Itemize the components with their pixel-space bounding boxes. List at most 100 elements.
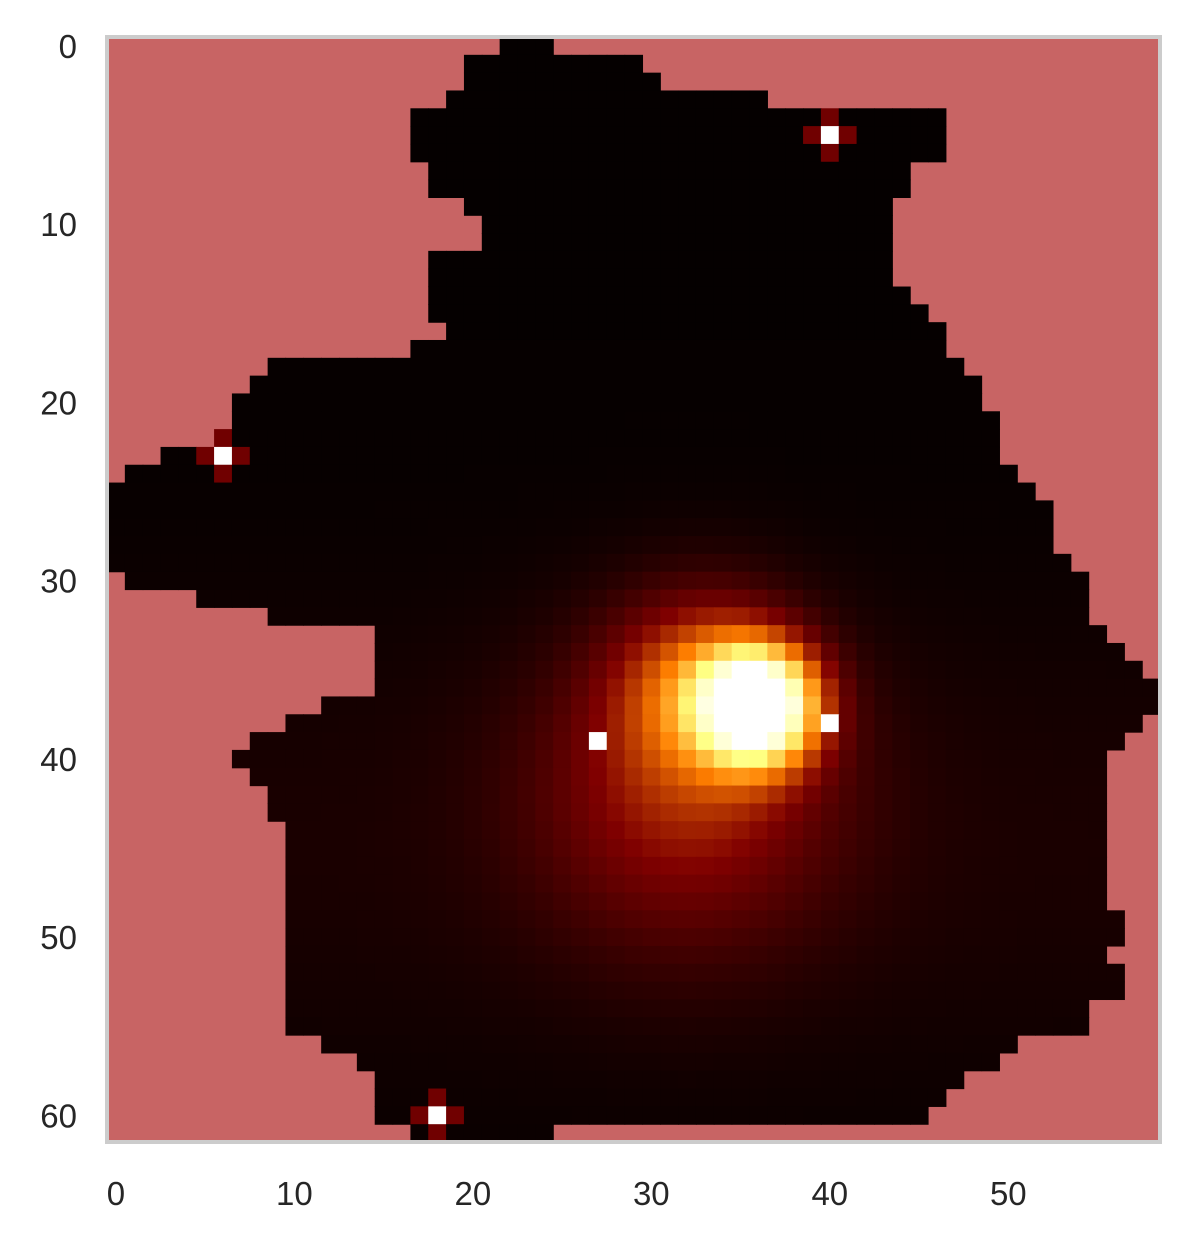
heatmap-cell bbox=[731, 607, 751, 626]
heatmap-cell bbox=[678, 161, 697, 181]
heatmap-cell bbox=[803, 286, 822, 305]
heatmap-cell bbox=[571, 874, 590, 894]
heatmap-cell bbox=[660, 393, 679, 412]
heatmap-cell bbox=[981, 536, 1000, 555]
heatmap-cell bbox=[285, 357, 304, 377]
heatmap-cell bbox=[1070, 963, 1090, 983]
heatmap-cell bbox=[695, 268, 715, 288]
heatmap-cell bbox=[713, 821, 733, 840]
heatmap-cell bbox=[481, 839, 501, 858]
heatmap-cell bbox=[285, 981, 304, 1001]
heatmap-cell bbox=[535, 393, 554, 412]
heatmap-cell bbox=[463, 268, 483, 288]
heatmap-cell bbox=[606, 411, 626, 430]
heatmap-cell bbox=[392, 1052, 412, 1072]
heatmap-cell bbox=[678, 268, 697, 288]
heatmap-cell bbox=[606, 678, 626, 698]
heatmap-cell bbox=[517, 1052, 536, 1072]
heatmap-cell bbox=[374, 803, 394, 822]
heatmap-cell bbox=[820, 482, 840, 501]
heatmap-cell bbox=[499, 250, 519, 270]
heatmap-cell bbox=[963, 999, 983, 1018]
heatmap-cell bbox=[945, 785, 965, 804]
heatmap-cell bbox=[446, 446, 465, 466]
heatmap-cell bbox=[678, 553, 697, 573]
heatmap-cell bbox=[838, 304, 858, 323]
heatmap-cell bbox=[785, 250, 804, 270]
heatmap-cell bbox=[535, 500, 554, 519]
heatmap-cell bbox=[1017, 945, 1036, 965]
heatmap-cell bbox=[874, 375, 893, 395]
heatmap-cell bbox=[749, 143, 768, 163]
heatmap-cell bbox=[571, 1035, 590, 1054]
heatmap-cell bbox=[695, 339, 715, 359]
heatmap-cell bbox=[874, 660, 893, 680]
heatmap-cell bbox=[303, 1017, 322, 1036]
heatmap-cell bbox=[731, 482, 751, 501]
heatmap-cell bbox=[660, 678, 679, 698]
heatmap-cell bbox=[642, 429, 661, 448]
heatmap-cell bbox=[999, 1035, 1018, 1054]
heatmap-cell bbox=[892, 945, 911, 965]
heatmap-cell bbox=[463, 660, 483, 680]
heatmap-cell bbox=[553, 339, 572, 359]
heatmap-cell bbox=[999, 696, 1018, 715]
heatmap-cell bbox=[249, 411, 269, 430]
heatmap-cell bbox=[339, 981, 358, 1001]
heatmap-cell bbox=[731, 90, 751, 109]
heatmap-cell bbox=[356, 874, 376, 894]
heatmap-cell bbox=[642, 464, 661, 484]
heatmap-cell bbox=[999, 945, 1018, 965]
heatmap-cell bbox=[481, 72, 501, 92]
heatmap-cell bbox=[499, 1070, 519, 1090]
heatmap-cell bbox=[446, 928, 465, 947]
heatmap-cell bbox=[1052, 625, 1072, 644]
heatmap-cell bbox=[303, 856, 322, 876]
heatmap-cell bbox=[624, 1052, 644, 1072]
heatmap-cell bbox=[945, 767, 965, 787]
heatmap-cell bbox=[892, 1035, 911, 1054]
heatmap-cell bbox=[892, 767, 911, 787]
heatmap-cell bbox=[499, 286, 519, 305]
heatmap-cell bbox=[428, 910, 447, 929]
heatmap-cell bbox=[571, 1088, 590, 1107]
heatmap-cell bbox=[678, 803, 697, 822]
heatmap-cell bbox=[339, 892, 358, 911]
heatmap-cell bbox=[999, 892, 1018, 911]
heatmap-cell bbox=[695, 1035, 715, 1054]
heatmap-cell bbox=[374, 589, 394, 608]
heatmap-cell bbox=[678, 1035, 697, 1054]
heatmap-cell bbox=[339, 910, 358, 929]
heatmap-cell bbox=[285, 571, 304, 591]
heatmap-cell bbox=[374, 945, 394, 965]
heatmap-cell bbox=[695, 892, 715, 911]
heatmap-cell bbox=[695, 286, 715, 305]
heatmap-cell bbox=[785, 767, 804, 787]
heatmap-cell bbox=[695, 536, 715, 555]
heatmap-cell bbox=[535, 749, 554, 769]
heatmap-cell bbox=[231, 571, 251, 591]
heatmap-cell bbox=[785, 714, 804, 733]
heatmap-cell bbox=[1017, 732, 1036, 751]
heatmap-cell bbox=[713, 874, 733, 894]
heatmap-cell bbox=[856, 357, 876, 377]
heatmap-cell bbox=[713, 108, 733, 127]
heatmap-cell bbox=[838, 945, 858, 965]
heatmap-cell bbox=[160, 482, 179, 501]
heatmap-cell bbox=[892, 732, 911, 751]
heatmap-cell bbox=[642, 678, 661, 698]
heatmap-cell bbox=[910, 1017, 929, 1036]
heatmap-cell bbox=[820, 678, 840, 698]
heatmap-cell bbox=[927, 981, 947, 1001]
heatmap-cell bbox=[535, 126, 554, 145]
heatmap-cell bbox=[1106, 660, 1125, 680]
heatmap-cell bbox=[642, 981, 661, 1001]
heatmap-cell bbox=[339, 696, 358, 715]
heatmap-cell bbox=[1035, 678, 1054, 698]
heatmap-cell bbox=[660, 553, 679, 573]
heatmap-cell bbox=[410, 1035, 429, 1054]
heatmap-cell bbox=[945, 910, 965, 929]
heatmap-cell bbox=[285, 928, 304, 947]
heatmap-cell bbox=[785, 197, 804, 216]
